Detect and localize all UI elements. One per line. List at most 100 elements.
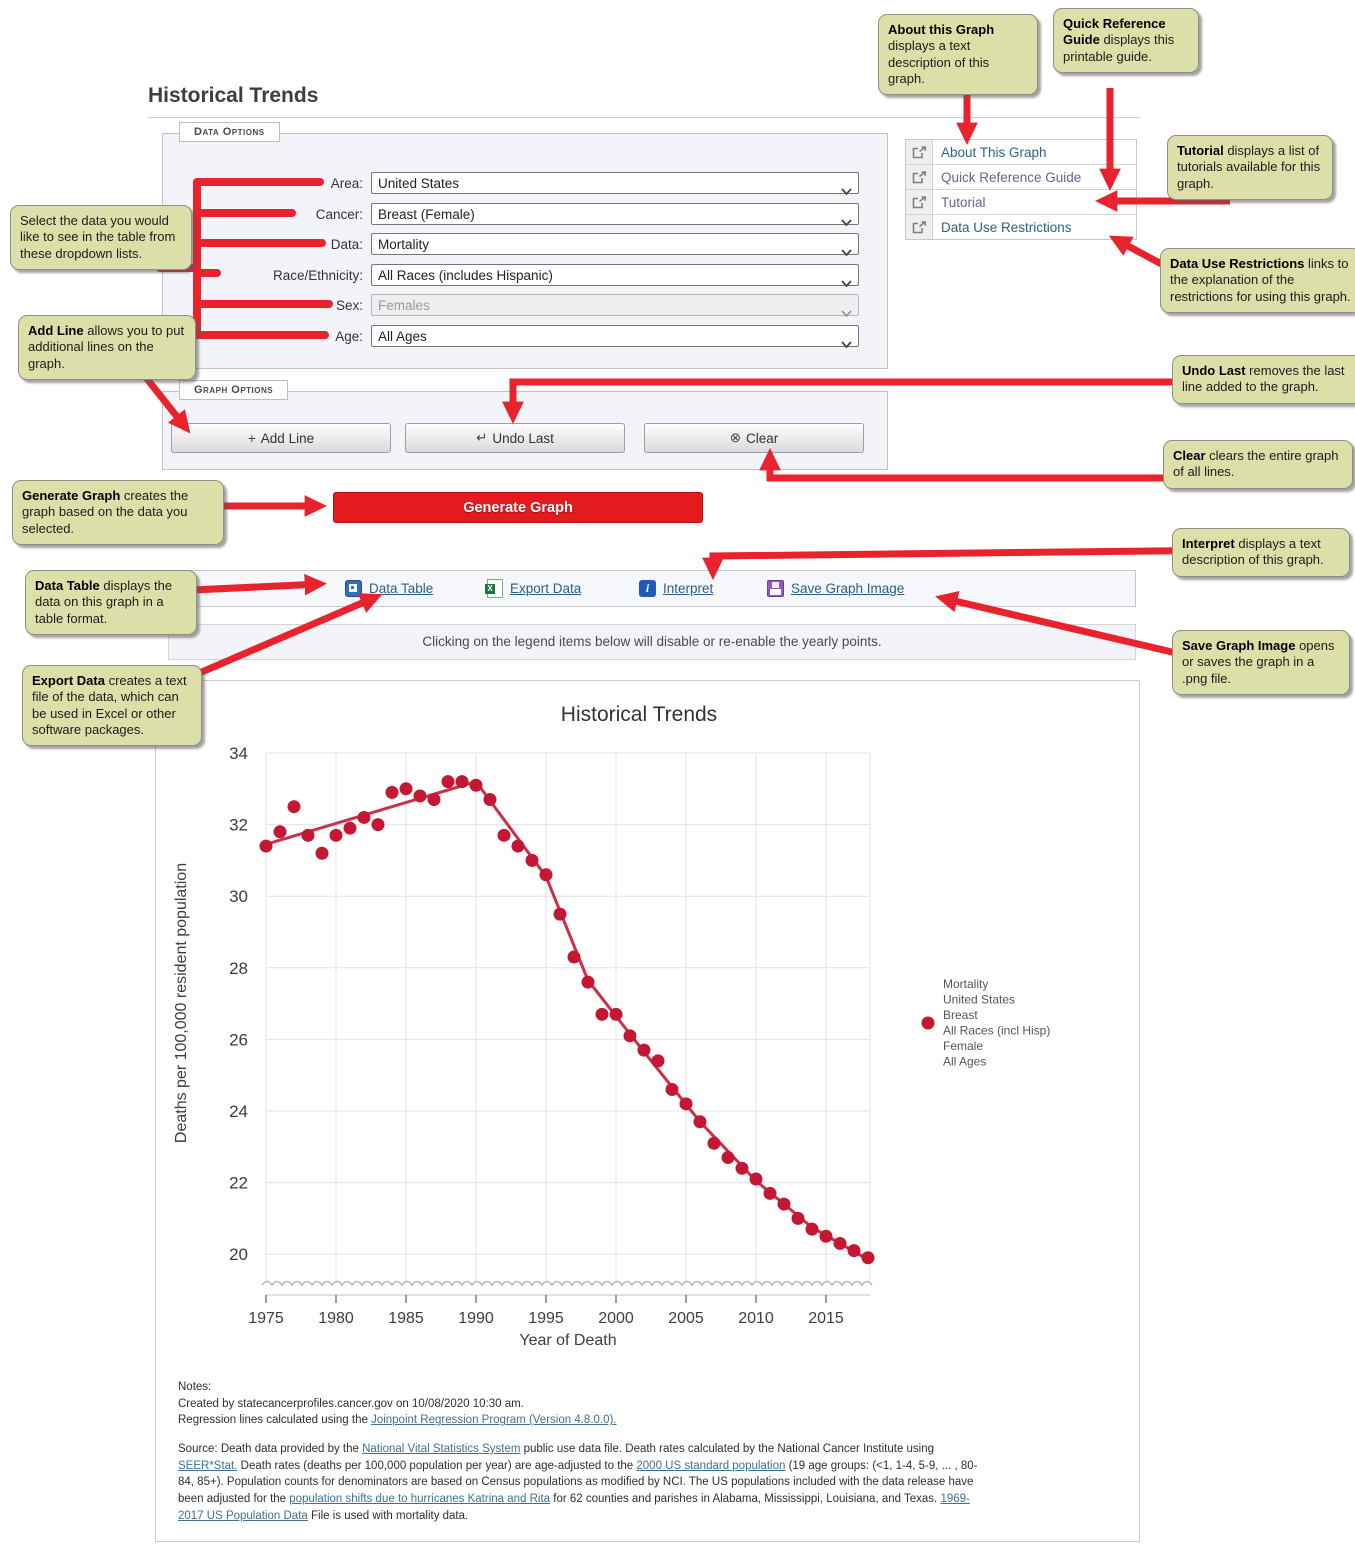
- race-select-value: All Races (includes Hispanic): [378, 268, 553, 283]
- data-use-restrictions-row[interactable]: Data Use Restrictions: [906, 215, 1136, 239]
- about-this-graph-link[interactable]: About This Graph: [941, 144, 1047, 160]
- svg-text:30: 30: [229, 887, 248, 906]
- svg-text:All Races (incl Hisp): All Races (incl Hisp): [943, 1024, 1050, 1038]
- race-label: Race/Ethnicity:: [272, 267, 363, 283]
- tutorial-link[interactable]: Tutorial: [941, 194, 986, 210]
- svg-text:Deaths per 100,000 resident po: Deaths per 100,000 resident population: [173, 863, 190, 1143]
- svg-text:1975: 1975: [248, 1310, 284, 1327]
- floppy-disk-icon: [767, 580, 784, 597]
- area-label: Area:: [330, 175, 363, 191]
- svg-text:1985: 1985: [388, 1310, 424, 1327]
- svg-text:Breast: Breast: [943, 1008, 978, 1022]
- svg-text:Year of Death: Year of Death: [519, 1332, 616, 1349]
- notes-created: Created by statecancerprofiles.cancer.go…: [178, 1397, 524, 1410]
- share-icon: [906, 165, 933, 189]
- callout-about-graph: About this Graph displays a text descrip…: [878, 14, 1038, 95]
- save-graph-image-link[interactable]: Save Graph Image: [791, 581, 905, 596]
- callout-interpret: Interpret displays a text description of…: [1172, 528, 1350, 577]
- quick-reference-guide-link[interactable]: Quick Reference Guide: [941, 169, 1082, 185]
- trend-chart: 20 22 24 26 28 30 32 34 1975 1980 1985 1990 1995 2000…: [173, 703, 1051, 1349]
- svg-text:32: 32: [229, 816, 248, 835]
- data-select[interactable]: Mortality: [371, 233, 859, 257]
- data-table-link[interactable]: Data Table: [369, 581, 434, 596]
- undo-last-button-label: Undo Last: [492, 430, 554, 446]
- share-icon: [906, 190, 933, 214]
- export-data-item[interactable]: Export Data: [485, 571, 582, 606]
- area-select[interactable]: United States: [371, 172, 859, 196]
- cancer-select-value: Breast (Female): [378, 207, 475, 222]
- cancer-label: Cancer:: [315, 206, 363, 222]
- chevron-down-icon: [841, 241, 852, 262]
- source-link[interactable]: 2000 US standard population: [636, 1459, 786, 1472]
- svg-text:28: 28: [229, 959, 248, 978]
- graph-toolbar: Data Table Export Data i Interpret Save …: [168, 570, 1136, 607]
- interpret-item[interactable]: i Interpret: [639, 571, 713, 606]
- race-select[interactable]: All Races (includes Hispanic): [371, 264, 859, 288]
- svg-text:1990: 1990: [458, 1310, 494, 1327]
- about-this-graph-row[interactable]: About This Graph: [906, 140, 1136, 165]
- notes-heading: Notes:: [178, 1381, 212, 1393]
- chevron-down-icon: [841, 302, 852, 323]
- age-select[interactable]: All Ages: [371, 325, 859, 349]
- data-use-restrictions-link[interactable]: Data Use Restrictions: [941, 219, 1072, 235]
- plus-icon: +: [247, 430, 256, 446]
- svg-text:Female: Female: [943, 1039, 983, 1053]
- interpret-link[interactable]: Interpret: [663, 581, 714, 596]
- callout-quick-reference: Quick Reference Guide displays this prin…: [1053, 8, 1199, 73]
- callout-tutorial: Tutorial displays a list of tutorials av…: [1167, 135, 1333, 200]
- clear-circle-icon: ⊗: [729, 430, 742, 445]
- svg-text:24: 24: [229, 1102, 248, 1121]
- svg-text:2010: 2010: [738, 1310, 774, 1327]
- add-line-button-label: Add Line: [260, 430, 315, 446]
- svg-text:United States: United States: [943, 993, 1015, 1007]
- info-icon: i: [639, 580, 656, 597]
- tutorial-row[interactable]: Tutorial: [906, 190, 1136, 215]
- svg-text:2005: 2005: [668, 1310, 704, 1327]
- data-options-panel: Data Options Area: United States Cancer:…: [162, 122, 888, 369]
- sex-select: Females: [371, 294, 859, 318]
- callout-undo-last: Undo Last removes the last line added to…: [1172, 355, 1355, 404]
- data-table-item[interactable]: Data Table: [345, 571, 433, 606]
- clear-button[interactable]: ⊗ Clear: [644, 423, 864, 453]
- quick-reference-guide-row[interactable]: Quick Reference Guide: [906, 165, 1136, 190]
- save-graph-image-item[interactable]: Save Graph Image: [767, 571, 904, 606]
- source-link[interactable]: SEER*Stat.: [178, 1459, 238, 1472]
- legend-hint-bar: Clicking on the legend items below will …: [168, 624, 1136, 660]
- source-link[interactable]: National Vital Statistics System: [362, 1443, 521, 1456]
- svg-text:34: 34: [229, 744, 248, 763]
- age-select-value: All Ages: [378, 329, 427, 344]
- svg-text:22: 22: [229, 1174, 248, 1193]
- callout-add-line: Add Line allows you to put additional li…: [18, 315, 196, 380]
- clear-button-label: Clear: [746, 430, 779, 446]
- data-select-value: Mortality: [378, 237, 430, 252]
- svg-text:26: 26: [229, 1030, 248, 1049]
- heading-divider: [148, 117, 1140, 118]
- source-link[interactable]: 1969-2017 US Population Data: [178, 1493, 970, 1522]
- svg-text:Mortality: Mortality: [943, 977, 988, 991]
- source-link[interactable]: population shifts due to hurricanes Katr…: [289, 1493, 551, 1506]
- cancer-select[interactable]: Breast (Female): [371, 203, 859, 227]
- chevron-down-icon: [841, 272, 852, 293]
- area-select-value: United States: [378, 176, 460, 191]
- chevron-down-icon: [841, 180, 852, 201]
- add-line-button[interactable]: + Add Line: [171, 423, 391, 453]
- graph-options-legend: Graph Options: [179, 380, 289, 400]
- svg-text:2000: 2000: [598, 1310, 634, 1327]
- callout-save-graph-image: Save Graph Image opens or saves the grap…: [1172, 630, 1350, 695]
- export-data-link[interactable]: Export Data: [510, 581, 582, 596]
- graph-options-panel: Graph Options + Add Line ↵ Undo Last ⊗ C…: [162, 380, 888, 470]
- joinpoint-program-link[interactable]: Joinpoint Regression Program (Version 4.…: [371, 1414, 617, 1427]
- links-panel: About This Graph Quick Reference Guide T…: [905, 139, 1137, 240]
- undo-last-button[interactable]: ↵ Undo Last: [405, 423, 625, 453]
- age-label: Age:: [335, 328, 363, 344]
- svg-text:2015: 2015: [808, 1310, 844, 1327]
- sex-select-value: Females: [378, 298, 430, 313]
- generate-graph-button[interactable]: Generate Graph: [333, 492, 703, 523]
- callout-select-data: Select the data you would like to see in…: [10, 205, 192, 270]
- callout-data-use-restrictions: Data Use Restrictions links to the expla…: [1160, 248, 1355, 313]
- data-points: [259, 775, 875, 1265]
- share-icon: [906, 140, 933, 164]
- callout-data-table: Data Table displays the data on this gra…: [25, 570, 197, 635]
